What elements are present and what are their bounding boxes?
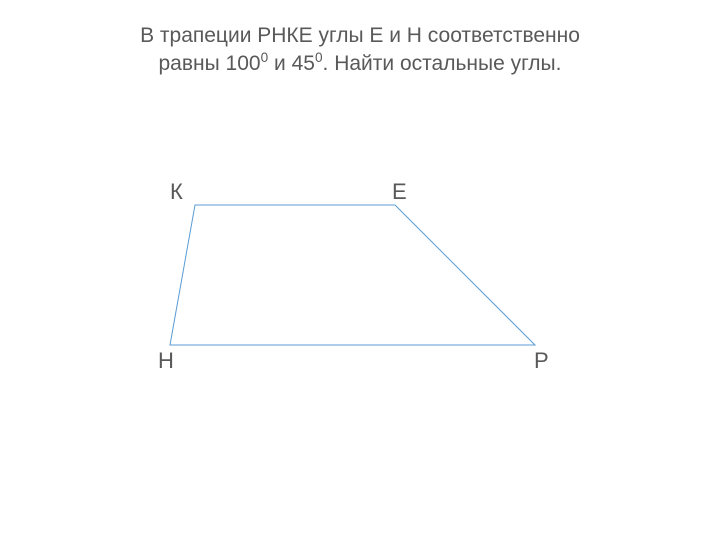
sup-2: 0 [315, 50, 323, 65]
problem-line-2-post: . Найти остальные углы. [323, 52, 562, 75]
problem-line-2: равны 1000 и 450. Найти остальные углы. [0, 52, 720, 76]
problem-line-2-pre: равны 100 [159, 52, 261, 75]
problem-line-1-text: В трапеции РНКЕ углы Е и Н соответственн… [140, 24, 580, 47]
trapezoid-diagram [135, 195, 555, 360]
trapezoid-shape [170, 205, 535, 345]
problem-line-1: В трапеции РНКЕ углы Е и Н соответственн… [0, 24, 720, 48]
problem-line-2-mid: и 45 [268, 52, 315, 75]
